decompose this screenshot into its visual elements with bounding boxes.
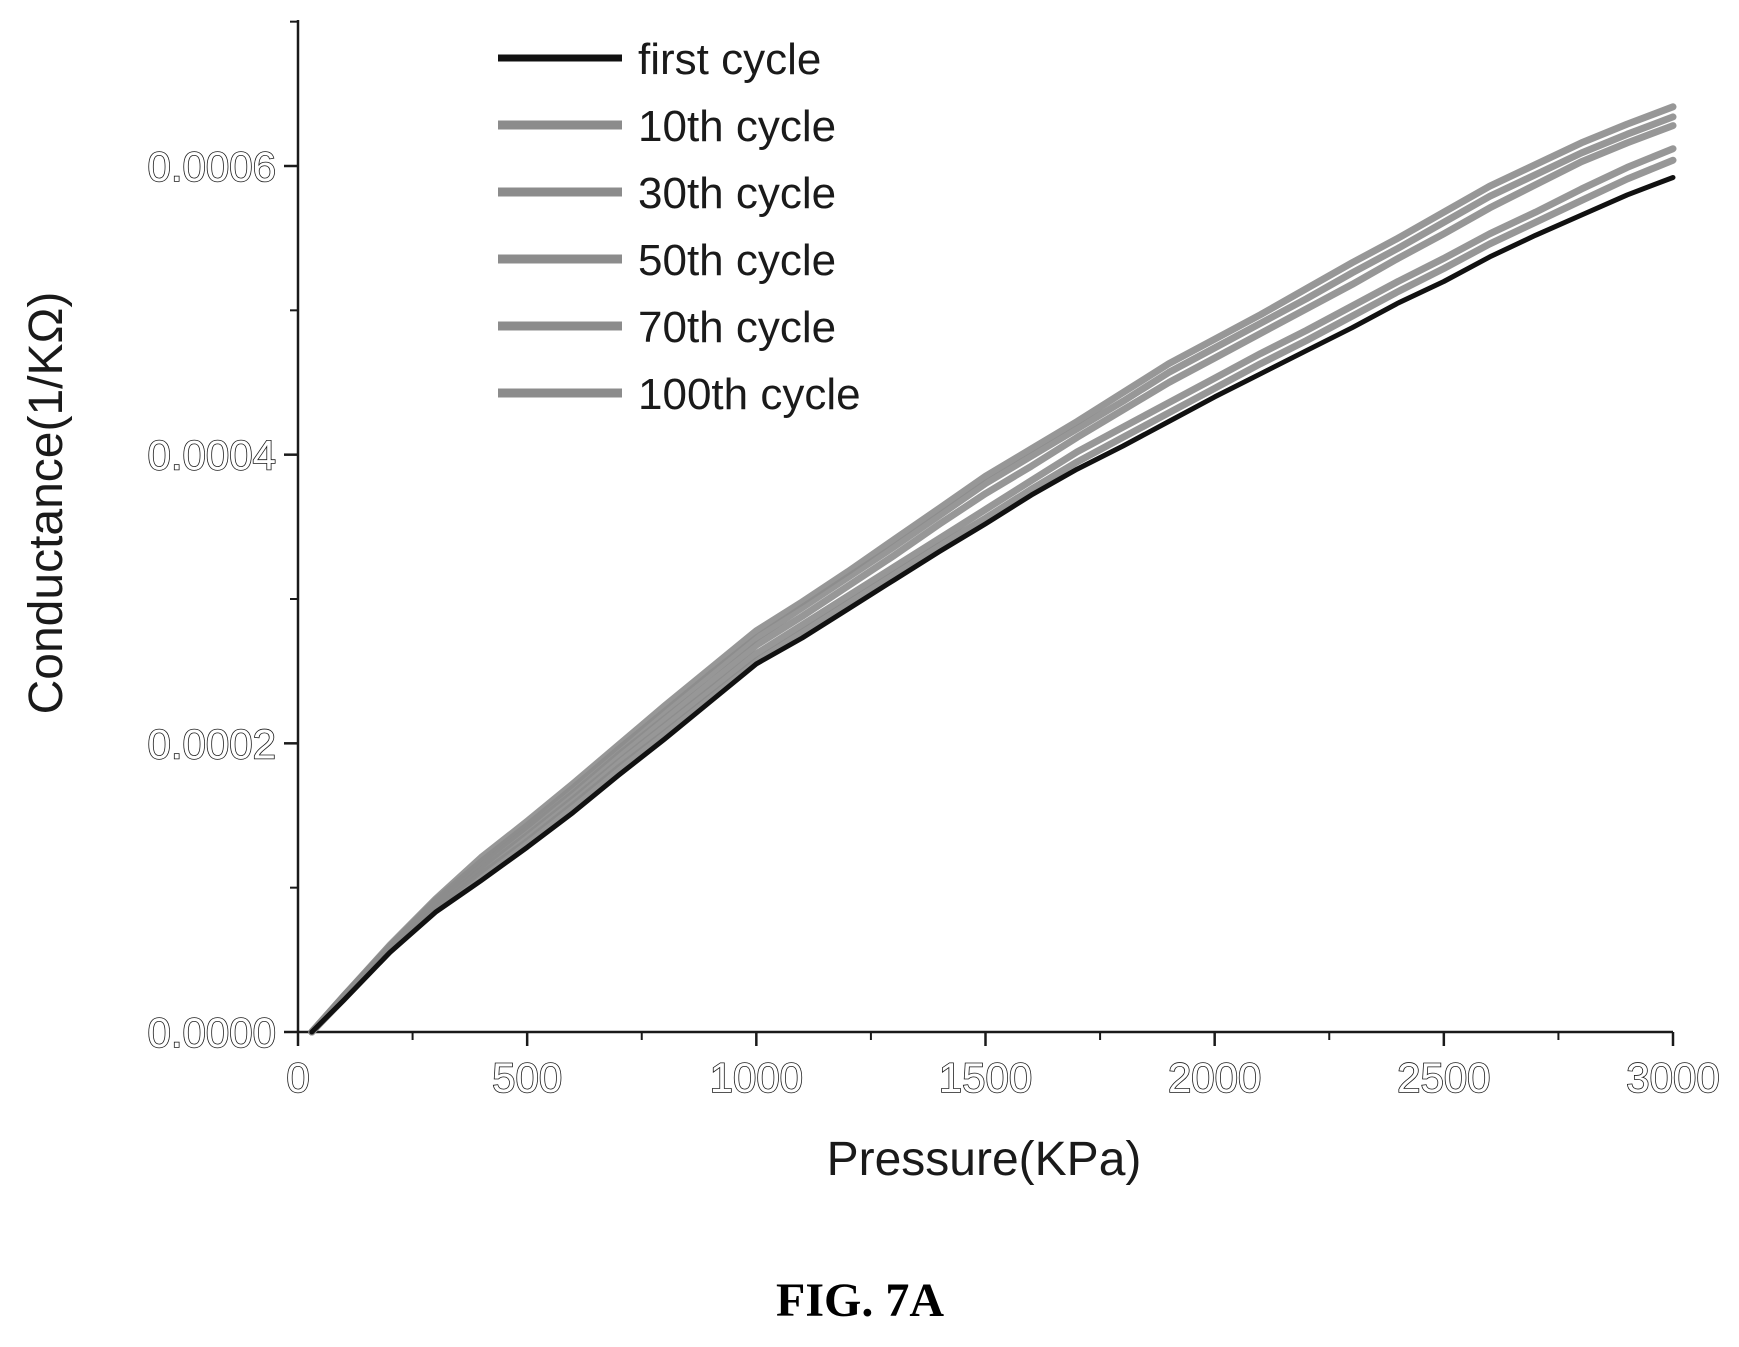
y-tick-label: 0.0006 — [148, 143, 276, 190]
legend-label: 30th cycle — [638, 169, 836, 218]
legend-label: 70th cycle — [638, 303, 836, 352]
x-tick-label: 1500 — [939, 1054, 1032, 1101]
series-line-3 — [308, 145, 1677, 1036]
y-tick-label: 0.0002 — [148, 720, 276, 767]
series-line-2 — [308, 156, 1677, 1036]
x-tick-label: 3000 — [1626, 1054, 1719, 1101]
series-line-4 — [308, 122, 1677, 1036]
y-axis-title: Conductance(1/KΩ) — [20, 292, 73, 715]
x-tick-label: 1000 — [710, 1054, 803, 1101]
legend-label: 50th cycle — [638, 236, 836, 285]
legend-label: 100th cycle — [638, 370, 861, 419]
x-tick-label: 2500 — [1397, 1054, 1490, 1101]
y-tick-label: 0.0004 — [148, 432, 276, 479]
figure-caption: FIG. 7A — [776, 1274, 944, 1327]
series-layer — [308, 103, 1677, 1036]
legend: first cycle 10th cycle 30th cycle 50th cycl… — [498, 35, 861, 419]
x-tick-label: 500 — [492, 1054, 562, 1101]
y-tick-label: 0.0000 — [148, 1009, 276, 1056]
x-axis-title: Pressure(KPa) — [827, 1133, 1142, 1186]
axes: 0 500 1000 1500 2000 2500 3000 0.0000 0.0002 0.00… — [147, 20, 1721, 1102]
legend-label: 10th cycle — [638, 102, 836, 151]
x-tick-label: 0 — [286, 1054, 309, 1101]
series-line-1 — [309, 175, 1676, 1035]
x-tick-label: 2000 — [1168, 1054, 1261, 1101]
legend-label: first cycle — [638, 35, 821, 84]
